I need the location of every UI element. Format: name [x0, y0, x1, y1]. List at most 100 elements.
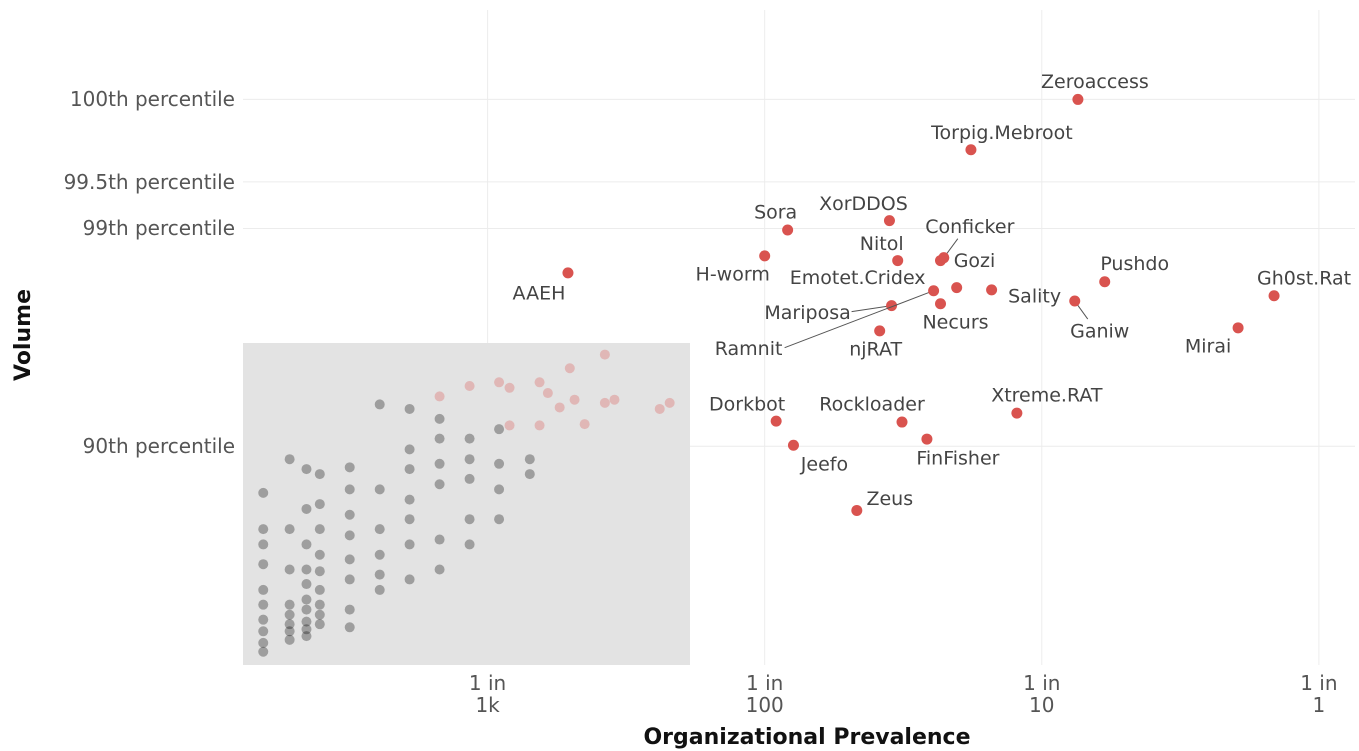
- point: [896, 416, 908, 428]
- point: [434, 534, 445, 545]
- point: [344, 604, 355, 615]
- point-label: njRAT: [849, 338, 902, 360]
- point: [344, 574, 355, 585]
- point: [1069, 295, 1081, 307]
- point: [504, 420, 515, 431]
- point: [494, 484, 505, 495]
- point: [892, 255, 904, 267]
- point-label: Conficker: [925, 216, 1014, 238]
- point-label: Pushdo: [1100, 253, 1169, 275]
- point: [301, 594, 312, 605]
- point: [404, 539, 415, 550]
- point: [374, 549, 385, 560]
- point: [314, 599, 325, 610]
- point: [404, 403, 415, 414]
- point: [344, 622, 355, 633]
- point-label: Xtreme.RAT: [991, 385, 1103, 407]
- point: [654, 403, 665, 414]
- x-tick-label: 1 in 100: [745, 671, 784, 717]
- point: [284, 619, 295, 630]
- point: [494, 377, 505, 388]
- point: [314, 609, 325, 620]
- point: [759, 250, 771, 262]
- point: [404, 494, 415, 505]
- point: [258, 614, 269, 625]
- point: [344, 484, 355, 495]
- point: [314, 619, 325, 630]
- point: [344, 509, 355, 520]
- point: [404, 464, 415, 475]
- point-label: Dorkbot: [709, 394, 785, 416]
- point-label: H-worm: [696, 263, 770, 285]
- point: [609, 394, 620, 405]
- point-label: Jeefo: [800, 454, 848, 476]
- point: [258, 646, 269, 657]
- y-axis-title: Volume: [11, 289, 36, 381]
- point: [404, 574, 415, 585]
- point: [464, 380, 475, 391]
- point: [284, 609, 295, 620]
- point: [284, 454, 295, 465]
- point: [374, 524, 385, 535]
- point: [258, 487, 269, 498]
- point: [314, 584, 325, 595]
- point: [314, 549, 325, 560]
- point: [284, 634, 295, 645]
- point: [874, 325, 886, 337]
- point: [301, 604, 312, 615]
- point: [562, 267, 574, 279]
- point: [284, 599, 295, 610]
- point: [921, 433, 933, 445]
- point: [258, 584, 269, 595]
- point-label: Emotet.Cridex: [790, 267, 926, 289]
- point-label: Ganiw: [1070, 321, 1129, 343]
- point: [301, 503, 312, 514]
- point: [524, 469, 535, 480]
- point: [935, 255, 947, 267]
- x-tick-label: 1 in 10: [1023, 671, 1061, 717]
- x-tick-label: 1 in 1: [1300, 671, 1338, 717]
- x-tick-label: 1 in 1k: [468, 671, 507, 717]
- point: [374, 399, 385, 410]
- point: [599, 397, 610, 408]
- point: [951, 282, 963, 294]
- point-label: Gh0st.Rat: [1257, 267, 1351, 289]
- point-label: Sality: [1008, 285, 1061, 307]
- point-label: FinFisher: [916, 448, 999, 470]
- point: [542, 388, 553, 399]
- point-label: XorDDOS: [819, 193, 908, 215]
- point: [569, 394, 580, 405]
- point-label: Ramnit: [715, 338, 783, 360]
- point-label: Zeroaccess: [1041, 71, 1149, 93]
- y-tick-label: 100th percentile: [69, 87, 235, 112]
- point-label: AAEH: [513, 282, 566, 304]
- point: [284, 564, 295, 575]
- point-label: Gozi: [954, 250, 996, 272]
- point: [404, 514, 415, 525]
- point: [301, 579, 312, 590]
- leader-line: [784, 290, 934, 349]
- point: [986, 284, 998, 296]
- y-tick-label: 99.5th percentile: [63, 169, 235, 194]
- point: [599, 349, 610, 360]
- point: [301, 564, 312, 575]
- point: [965, 144, 977, 156]
- point: [434, 564, 445, 575]
- point: [935, 298, 947, 310]
- point: [301, 616, 312, 627]
- point: [258, 637, 269, 648]
- point: [434, 433, 445, 444]
- point: [464, 454, 475, 465]
- point: [314, 566, 325, 577]
- point: [534, 420, 545, 431]
- point: [258, 539, 269, 550]
- y-tick-label: 99th percentile: [82, 216, 235, 241]
- point: [524, 454, 535, 465]
- point: [434, 458, 445, 469]
- y-tick-label: 90th percentile: [82, 434, 235, 459]
- point: [1072, 93, 1084, 105]
- highlight-region: [243, 343, 690, 665]
- point: [344, 554, 355, 565]
- point: [534, 377, 545, 388]
